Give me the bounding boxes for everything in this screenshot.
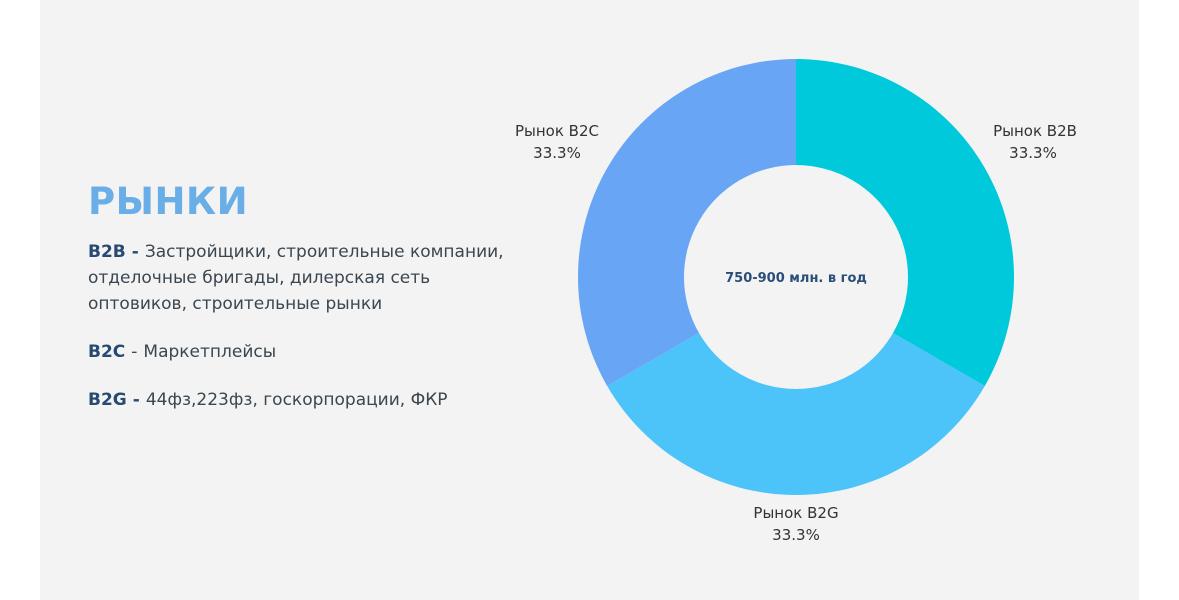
slice-b2c — [578, 59, 796, 386]
segment-name: B2G — [88, 390, 127, 410]
segment-name: B2B — [88, 242, 126, 262]
slice-value-b2c: 33.3% — [533, 144, 581, 162]
segment-separator: - — [131, 342, 138, 362]
slice-label-b2b: Рынок B2B — [993, 122, 1077, 140]
segment-name: B2C — [88, 342, 126, 362]
center-label: 750-900 млн. в год — [725, 271, 867, 286]
segment-separator: - — [132, 390, 140, 410]
slice-label-b2g: Рынок B2G — [753, 504, 838, 522]
segment-description: Застройщики, строительные компании, отде… — [88, 242, 504, 314]
page-title: РЫНКИ — [88, 180, 249, 223]
slice-value-b2g: 33.3% — [772, 526, 820, 544]
slice-b2b — [796, 59, 1014, 386]
slice-value-b2b: 33.3% — [1009, 144, 1057, 162]
segment-description: 44фз,223фз, госкорпорации, ФКР — [145, 390, 448, 410]
donut-slices — [578, 59, 1014, 495]
segment-b2g: B2G -44фз,223фз, госкорпорации, ФКР — [88, 387, 518, 413]
segment-description: Маркетплейсы — [143, 342, 277, 362]
segment-b2c: B2C - Маркетплейсы — [88, 339, 518, 365]
segment-separator: - — [131, 242, 139, 262]
slice-b2g — [607, 333, 985, 495]
segment-b2b: B2B - Застройщики, строительные компании, … — [88, 239, 518, 317]
markets-text-block: РЫНКИ B2B - Застройщики, строительные комп… — [88, 180, 518, 435]
slice-label-b2c: Рынок B2C — [515, 122, 599, 140]
